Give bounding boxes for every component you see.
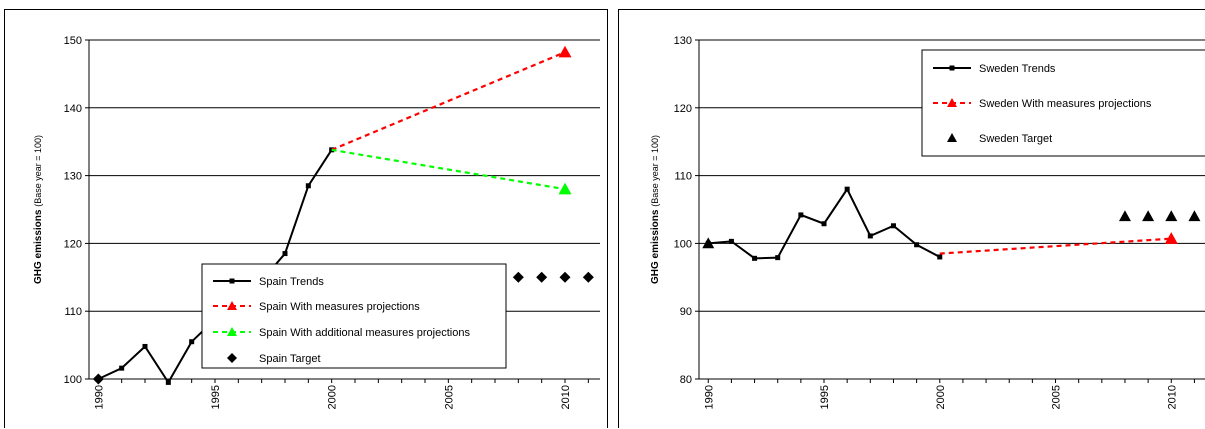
x-tick-label: 1990 <box>93 385 105 409</box>
y-axis-label: GHG emissions (Base year = 100) <box>650 135 661 284</box>
chart-panel-sweden: 80 90 100 110 120 130 1990 1995 2000 2005 2010 GHG … <box>618 9 1205 428</box>
y-tick-label: 120 <box>674 103 692 115</box>
x-tick-label: 1995 <box>819 385 831 409</box>
data-point <box>92 373 104 385</box>
y-tick-label: 140 <box>64 103 82 115</box>
data-point <box>914 242 920 248</box>
series-2 <box>702 210 1201 249</box>
chart-panel-spain: 100 110 120 130 140 150 1990 1995 2000 2005 2010 GH… <box>4 9 608 428</box>
y-axis-label-main: GHG emissions <box>33 207 44 284</box>
data-point <box>165 379 171 385</box>
x-tick-label: 2000 <box>327 385 339 409</box>
x-tick-label: 2005 <box>1051 385 1063 409</box>
data-point <box>702 237 715 249</box>
data-point <box>189 339 195 345</box>
chart-sweden: 80 90 100 110 120 130 1990 1995 2000 2005 2010 GHG … <box>650 35 1205 409</box>
data-point <box>558 45 572 58</box>
legend-swatch-marker <box>947 133 957 142</box>
x-tick-label: 1995 <box>210 385 222 409</box>
series-1 <box>331 45 572 151</box>
data-point <box>937 254 943 260</box>
data-point <box>775 255 781 261</box>
x-tick-label: 2000 <box>935 385 947 409</box>
y-axis-label: GHG emissions (Base year = 100) <box>33 135 44 284</box>
y-axis-label-suffix: (Base year = 100) <box>33 135 43 207</box>
legend-swatch-marker <box>947 98 957 107</box>
y-tick-label: 110 <box>64 306 82 318</box>
y-tick-label: 120 <box>64 238 82 250</box>
series-line <box>331 148 566 191</box>
data-point <box>512 271 524 283</box>
data-point <box>728 238 734 244</box>
y-tick-label: 100 <box>674 238 692 250</box>
data-point <box>1165 210 1178 222</box>
y-tick-label: 130 <box>64 171 82 183</box>
legend-swatch-marker <box>227 327 237 336</box>
series-0 <box>705 186 943 261</box>
data-point <box>867 233 873 239</box>
legend: Sweden Trends Sweden With measures projec… <box>921 49 1205 157</box>
data-point <box>282 251 288 257</box>
data-point <box>1142 210 1155 222</box>
legend-swatch-marker <box>227 353 237 363</box>
data-point <box>752 255 758 261</box>
y-tick-label: 110 <box>674 171 692 183</box>
data-point <box>558 182 572 195</box>
data-point <box>305 183 311 189</box>
legend-label: Spain Trends <box>259 276 324 288</box>
series-2 <box>331 148 572 195</box>
data-point <box>1188 210 1201 222</box>
y-tick-label: 100 <box>64 374 82 386</box>
legend-swatch-marker <box>229 278 235 284</box>
grid-lines <box>85 39 600 380</box>
y-axis-label-suffix: (Base year = 100) <box>650 135 660 207</box>
series-line <box>331 51 566 151</box>
legend-label: Sweden Trends <box>979 63 1056 75</box>
chart-spain: 100 110 120 130 140 150 1990 1995 2000 2005 2010 GH… <box>33 35 600 409</box>
legend-label: Sweden With measures projections <box>979 98 1152 110</box>
series-3 <box>92 271 594 385</box>
y-tick-label: 150 <box>64 35 82 47</box>
x-tick-label: 2010 <box>1166 385 1178 409</box>
legend-swatch-marker <box>227 301 237 310</box>
x-tick-label: 2010 <box>560 385 572 409</box>
legend-box <box>201 263 507 369</box>
data-point <box>798 212 804 218</box>
legend-swatch-marker <box>949 65 955 71</box>
series-1 <box>939 232 1178 255</box>
data-point <box>119 365 125 371</box>
legend-label: Sweden Target <box>979 133 1052 145</box>
x-tick-label: 1990 <box>703 385 715 409</box>
y-tick-label: 80 <box>680 374 692 386</box>
data-point <box>890 223 896 229</box>
data-point <box>1118 210 1131 222</box>
data-point <box>844 186 850 192</box>
legend-label: Spain Target <box>259 353 321 365</box>
data-point <box>142 343 148 349</box>
data-point <box>1164 232 1178 244</box>
legend: Spain Trends Spain With measures projecti… <box>201 263 507 369</box>
legend-label: Spain With measures projections <box>259 301 420 313</box>
legend-label: Spain With additional measures projectio… <box>259 327 470 339</box>
data-point <box>559 271 571 283</box>
data-point <box>536 271 548 283</box>
y-tick-label: 90 <box>680 306 692 318</box>
series-line <box>939 237 1172 255</box>
x-tick-label: 2005 <box>443 385 455 409</box>
y-axis-label-main: GHG emissions <box>650 207 661 284</box>
data-point <box>582 271 594 283</box>
data-point <box>821 221 827 227</box>
y-tick-label: 130 <box>674 35 692 47</box>
